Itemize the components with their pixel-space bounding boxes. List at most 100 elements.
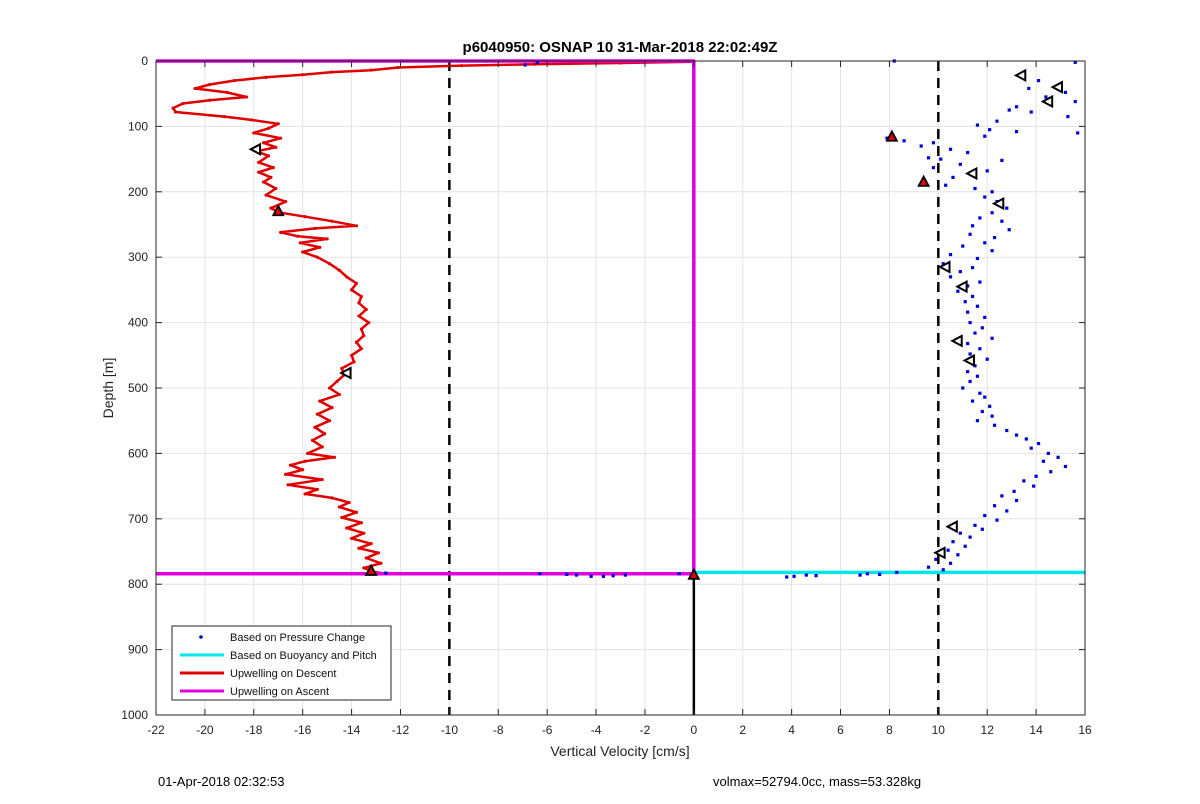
based-on-pressure-change-point [1007,228,1011,232]
based-on-pressure-change-point [963,544,967,548]
upwelling-on-descent-point [332,455,337,459]
legend-swatch-dot [199,635,203,639]
based-on-pressure-change-point [968,535,972,539]
upwelling-on-descent-point [364,556,368,560]
upwelling-on-descent-point [362,531,366,535]
x-tick-label: 4 [788,723,795,737]
based-on-pressure-change-point [1005,509,1009,513]
upwelling-on-descent-point [359,521,363,525]
upwelling-on-descent-point [261,180,266,184]
based-on-pressure-change-point [941,262,945,266]
based-on-pressure-change-point [951,540,955,544]
upwelling-on-descent-point [298,241,302,245]
footer-timestamp: 01-Apr-2018 02:32:53 [158,774,285,789]
y-tick-label: 0 [141,54,148,68]
based-on-pressure-change-point [978,280,982,284]
x-axis-label: Vertical Velocity [cm/s] [550,743,689,759]
upwelling-on-descent-point [266,126,271,130]
based-on-pressure-change-point [966,150,970,155]
based-on-pressure-change-point [926,565,931,569]
upwelling-on-descent-point [337,268,341,272]
based-on-pressure-change-point [785,575,789,579]
based-on-pressure-change-point [1034,474,1038,478]
based-on-pressure-change-point [535,60,539,64]
based-on-pressure-change-point [975,419,980,423]
x-tick-label: -20 [196,723,214,737]
upwelling-on-descent-point [330,496,334,500]
x-tick-label: -16 [294,723,312,737]
upwelling-on-descent-point [301,250,305,254]
chart-title: p6040950: OSNAP 10 31-Mar-2018 22:02:49Z [463,39,778,56]
y-tick-label: 400 [128,316,148,330]
based-on-pressure-change-point [973,364,977,368]
upwelling-on-descent-point [340,366,344,370]
based-on-pressure-change-point [992,504,997,508]
x-tick-label: -2 [640,723,651,737]
based-on-pressure-change-point [1012,489,1016,493]
x-tick-label: 10 [932,723,946,737]
upwelling-on-descent-point [533,62,537,66]
ascent-triangle-marker [991,196,1005,211]
based-on-pressure-change-point [990,336,994,340]
upwelling-on-descent-point [249,118,253,122]
x-tick-label: -10 [441,723,459,737]
y-tick-label: 100 [128,119,148,133]
based-on-pressure-change-point [1063,90,1068,94]
upwelling-on-descent-point [354,281,359,285]
upwelling-on-descent-point [349,288,354,292]
upwelling-on-descent-point [369,542,373,546]
based-on-pressure-change-point [958,531,962,535]
based-on-pressure-change-point [858,573,862,577]
upwelling-on-descent-point [315,412,319,416]
upwelling-on-descent-point [313,226,317,231]
based-on-pressure-change-point [973,331,977,335]
based-on-pressure-change-point [975,304,980,308]
based-on-pressure-change-point [944,183,948,187]
upwelling-on-descent-point [301,468,305,472]
based-on-pressure-change-point [970,224,975,228]
y-tick-label: 700 [128,512,148,526]
y-tick-label: 200 [128,185,148,199]
based-on-pressure-change-point [865,572,870,576]
upwelling-on-descent-point [286,483,290,487]
upwelling-on-descent-point [354,224,359,228]
based-on-pressure-change-point [1024,437,1028,441]
based-on-pressure-change-point [384,571,388,575]
based-on-pressure-change-point [1073,99,1077,104]
based-on-pressure-change-point [988,404,992,408]
x-tick-label: 6 [837,723,844,737]
upwelling-on-descent-point [330,70,334,74]
upwelling-on-descent-point [261,141,266,145]
upwelling-on-descent-point [269,206,273,210]
legend: Based on Pressure Change Based on Buoyan… [171,625,392,701]
upwelling-on-descent-point [274,145,278,149]
upwelling-on-descent-point [301,73,305,77]
upwelling-on-descent-point [313,425,317,429]
descent-triangle-marker [364,563,378,576]
legend-label-pressure: Based on Pressure Change [230,632,365,644]
upwelling-on-descent-point [396,65,400,70]
upwelling-on-descent-point [288,463,293,467]
based-on-pressure-change-point [992,423,997,427]
x-tick-label: -14 [343,723,361,737]
upwelling-on-descent-point [379,561,383,565]
based-on-pressure-change-point [975,256,980,261]
y-tick-label: 500 [128,381,148,395]
based-on-pressure-change-point [574,573,579,577]
upwelling-on-descent-point [181,101,185,106]
based-on-pressure-change-point [988,128,992,132]
based-on-pressure-change-point [1073,60,1077,64]
based-on-pressure-change-point [565,572,569,576]
based-on-pressure-change-point [1000,158,1004,163]
ascent-triangle-marker [1040,94,1054,109]
upwelling-on-descent-point [315,487,319,491]
upwelling-on-descent-point [345,275,349,279]
based-on-pressure-change-point [902,139,906,143]
upwelling-on-descent-point [274,186,278,191]
upwelling-on-descent-point [459,63,464,68]
based-on-pressure-change-point [966,310,970,314]
ascent-triangle-marker [962,353,975,368]
legend-swatches [180,635,224,693]
based-on-pressure-change-point [973,523,977,527]
axis-ticks: -22 -20 -18 -16 -14 -12 -10 -8 -6 -4 -2 0 2 4 6 8 10 12 14… [121,54,1092,737]
